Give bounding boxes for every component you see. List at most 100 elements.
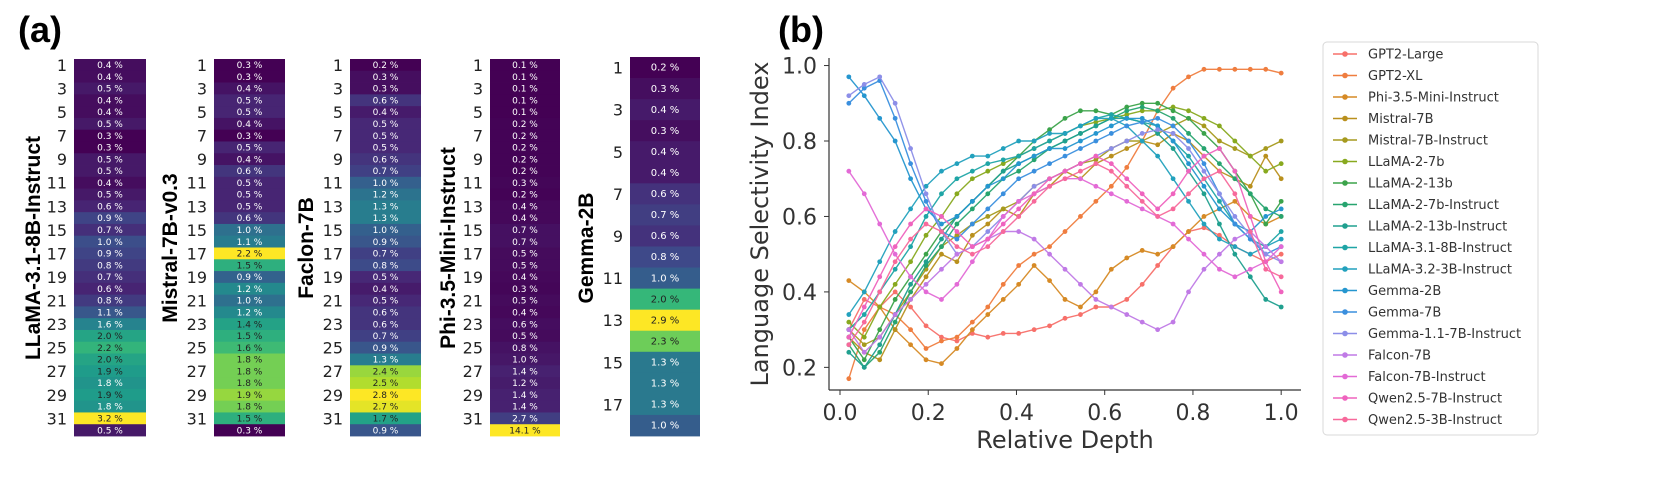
heatmap-cell — [630, 225, 700, 247]
data-point — [1170, 138, 1176, 144]
heatmap-4: Gemma-2B 0.2 % 0.3 % 0.4 % 0.3 % 0.4 % 0.4 % 0.… — [575, 57, 700, 437]
panel-b-line-plot: 0.0 0.2 0.4 0.6 0.8 1.00.20.40.60.81.0Relativ… — [746, 41, 1539, 454]
heatmap-cell-label: 1.0 % — [373, 226, 399, 236]
heatmap-cell-label: 1.2 % — [237, 285, 263, 295]
heatmap-cell — [350, 117, 421, 131]
heatmap-cell — [74, 377, 146, 390]
heatmap-cell-label: 0.1 % — [512, 96, 538, 106]
data-point — [1139, 248, 1145, 253]
heatmap-cell-label: 0.2 % — [373, 61, 399, 71]
data-point — [1232, 146, 1238, 151]
data-point — [1232, 236, 1238, 242]
heatmap-cell — [350, 377, 421, 390]
data-point — [846, 319, 852, 325]
heatmap-cell-label: 0.2 % — [512, 144, 538, 154]
heatmap-cell — [490, 106, 560, 119]
data-point — [1263, 146, 1269, 151]
heatmap-cell-label: 0.5 % — [512, 332, 538, 342]
y-tick-label: 0.8 — [782, 130, 817, 155]
heatmap-cell-label: 0.7 % — [97, 226, 123, 236]
heatmap-row-tick: 23 — [323, 315, 343, 334]
data-point — [892, 115, 898, 121]
data-point — [1016, 198, 1022, 204]
data-point — [1078, 161, 1083, 167]
heatmap-row-tick: 21 — [463, 292, 483, 311]
heatmap-cell — [490, 318, 560, 331]
data-point — [1000, 146, 1006, 151]
data-point — [1000, 214, 1006, 219]
heatmap-cell-label: 2.5 % — [373, 379, 399, 389]
data-point — [908, 236, 913, 242]
data-point — [1016, 263, 1022, 268]
heatmap-row-tick: 23 — [463, 315, 483, 334]
data-point — [985, 214, 991, 219]
heatmap-cell-label: 1.6 % — [237, 344, 263, 354]
data-point — [923, 323, 929, 329]
data-point — [861, 334, 867, 340]
heatmap-cell — [214, 59, 285, 72]
data-point — [954, 214, 960, 219]
heatmap-cell — [74, 259, 146, 272]
heatmap-cell — [490, 200, 560, 213]
data-point — [846, 93, 852, 99]
data-point — [1031, 191, 1037, 197]
heatmap-cell — [630, 372, 700, 395]
heatmap-cell — [214, 377, 285, 390]
heatmap-row-tick: 31 — [323, 409, 343, 428]
series-line — [848, 200, 1282, 365]
data-point — [985, 153, 991, 159]
data-point — [908, 327, 913, 333]
heatmap-cell — [214, 106, 285, 119]
heatmap-row-tick: 3 — [473, 79, 483, 98]
heatmap-cell — [74, 412, 146, 425]
heatmap-cell-label: 0.9 % — [373, 426, 399, 436]
heatmap-row-tick: 13 — [463, 197, 483, 216]
heatmap-cell-label: 2.8 % — [373, 391, 399, 401]
heatmap-cell — [630, 246, 700, 268]
data-point — [908, 289, 913, 295]
heatmap-cell-label: 0.2 % — [651, 63, 680, 74]
data-point — [1047, 251, 1052, 257]
heatmap-row-tick: 1 — [473, 56, 483, 75]
data-point — [1093, 153, 1099, 159]
heatmap-row-tick: 31 — [463, 409, 483, 428]
data-point — [1263, 66, 1269, 72]
data-point — [969, 198, 975, 204]
heatmap-row-tick: 17 — [463, 244, 483, 263]
heatmap-row-tick: 11 — [187, 174, 207, 193]
heatmap-cell-label: 0.3 % — [237, 73, 263, 83]
data-point — [1000, 191, 1006, 197]
heatmap-row-tick: 29 — [47, 386, 67, 405]
heatmap-cell-label: 2.0 % — [651, 294, 680, 305]
heatmap-cell-label: 0.4 % — [512, 273, 538, 283]
data-point — [1031, 251, 1037, 257]
heatmap-cell — [490, 412, 560, 425]
data-point — [1124, 176, 1130, 182]
heatmap-row-tick: 27 — [187, 362, 207, 381]
data-point — [1108, 115, 1114, 121]
data-point — [954, 232, 960, 238]
data-point — [1047, 278, 1052, 283]
data-point — [1217, 168, 1222, 174]
heatmap-row-tick: 29 — [323, 386, 343, 405]
data-point — [1062, 315, 1068, 321]
data-point — [861, 304, 867, 310]
heatmap-row-tick: 19 — [323, 268, 343, 287]
heatmap-cell-label: 1.0 % — [97, 238, 123, 248]
data-point — [1263, 206, 1269, 212]
data-point — [985, 304, 991, 310]
data-point — [1247, 251, 1253, 257]
data-point — [908, 297, 913, 302]
legend-entry: LLaMA-2-7b-Instruct — [1368, 198, 1499, 213]
heatmap-cell-label: 0.6 % — [373, 320, 399, 330]
data-point — [1155, 206, 1161, 212]
x-axis-label: Relative Depth — [976, 426, 1154, 454]
heatmap-cell-label: 0.5 % — [237, 191, 263, 201]
data-point — [1093, 123, 1099, 129]
heatmap-row-tick: 19 — [187, 268, 207, 287]
data-point — [1108, 191, 1114, 197]
heatmap-cell — [350, 59, 421, 72]
heatmap-cell — [74, 200, 146, 213]
data-point — [954, 251, 960, 257]
data-point — [1139, 206, 1145, 212]
